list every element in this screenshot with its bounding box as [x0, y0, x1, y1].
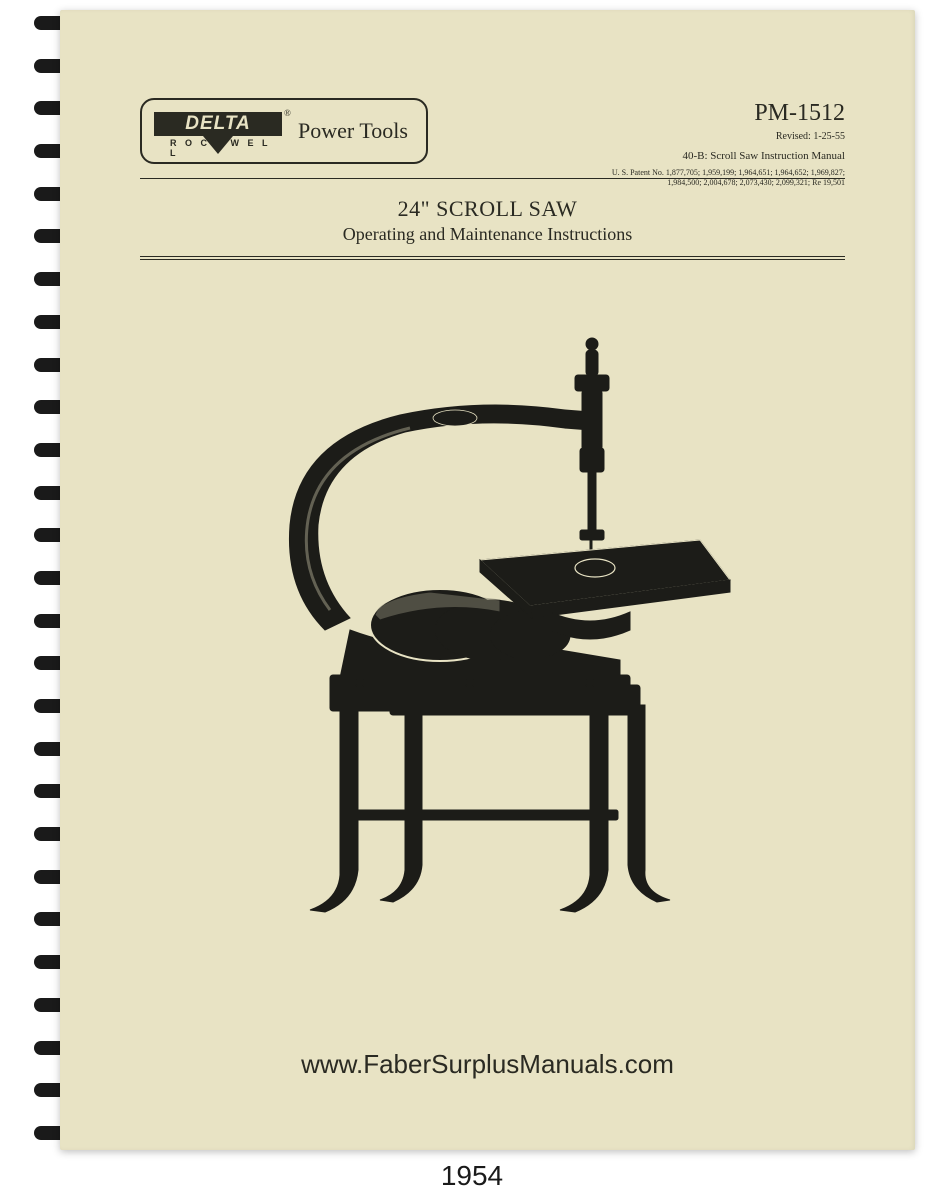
document-metadata: PM-1512 Revised: 1-25-55 40-B: Scroll Sa… [612, 98, 845, 189]
brand-logo-box: DELTA ® R O C K W E L L Power Tools [140, 98, 428, 164]
patents-line-2: 1,984,500; 2,004,678; 2,073,430; 2,099,3… [612, 178, 845, 188]
scroll-saw-illustration [230, 330, 750, 930]
caption-year: 1954 [0, 1160, 944, 1192]
manual-cover-page: DELTA ® R O C K W E L L Power Tools PM-1… [60, 10, 915, 1150]
title-main: 24" SCROLL SAW [60, 196, 915, 222]
document-id: PM-1512 [612, 100, 845, 127]
horizontal-double-rule [140, 256, 845, 260]
product-line-label: Power Tools [298, 118, 408, 144]
title-sub: Operating and Maintenance Instructions [60, 224, 915, 245]
revised-date: Revised: 1-25-55 [612, 131, 845, 142]
rockwell-wordmark: R O C K W E L L [170, 138, 284, 158]
registered-icon: ® [284, 108, 291, 118]
patents-line-1: U. S. Patent No. 1,877,705; 1,959,199; 1… [612, 168, 845, 178]
header-row: DELTA ® R O C K W E L L Power Tools PM-1… [140, 98, 845, 189]
doc-subtitle: 40-B: Scroll Saw Instruction Manual [612, 150, 845, 162]
footer-url: www.FaberSurplusManuals.com [60, 1049, 915, 1080]
delta-logo: DELTA ® R O C K W E L L [154, 108, 284, 154]
horizontal-rule-top [140, 178, 845, 179]
title-block: 24" SCROLL SAW Operating and Maintenance… [60, 196, 915, 245]
